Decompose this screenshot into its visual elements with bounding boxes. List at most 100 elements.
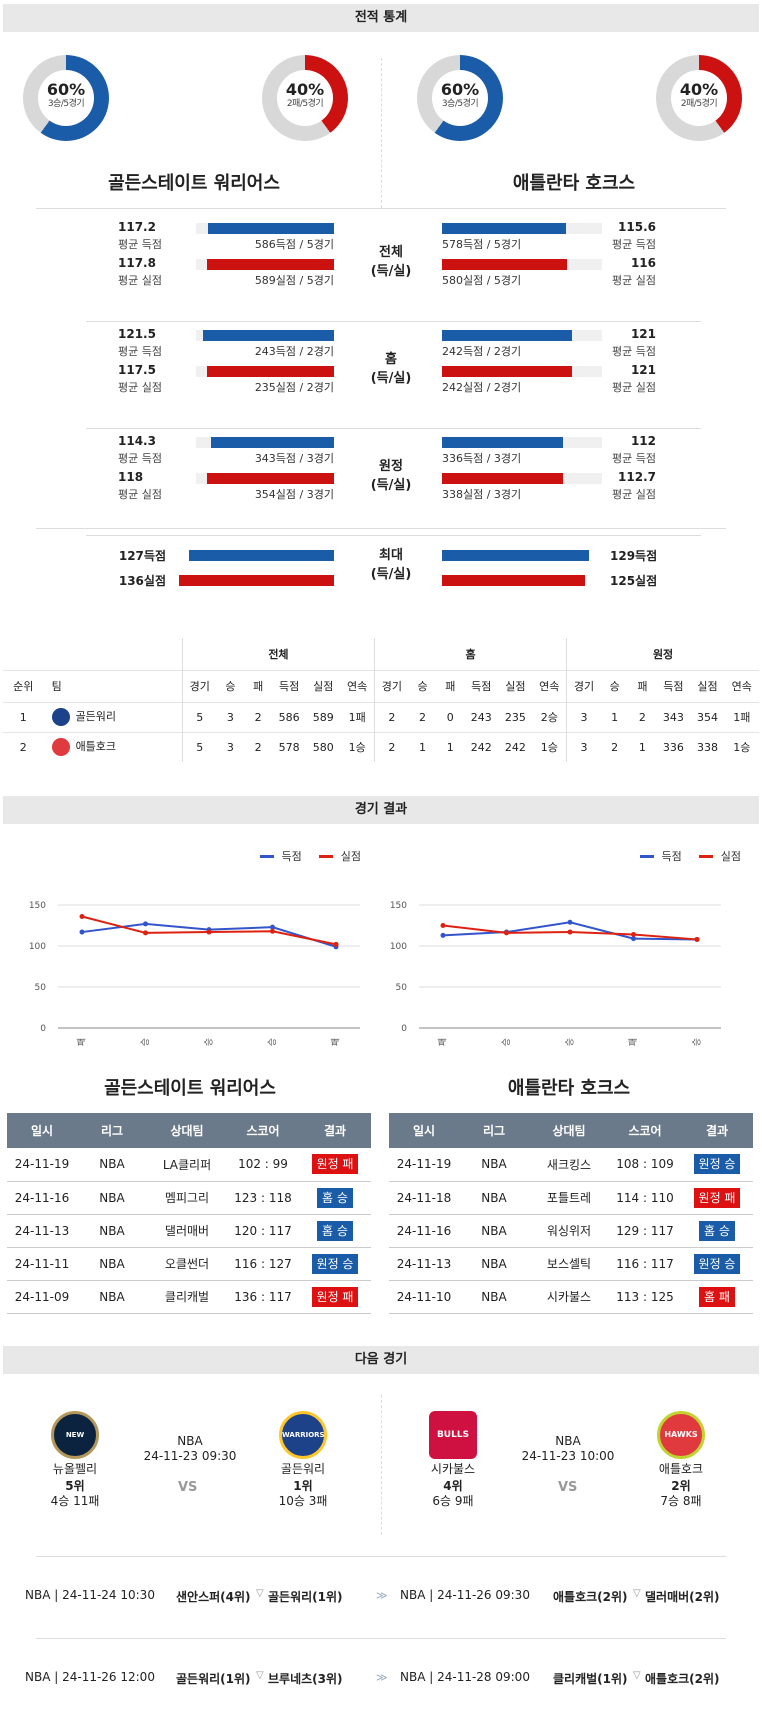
team-name: 골든워리: [280, 1462, 326, 1476]
column-header: 상대팀: [529, 1113, 609, 1148]
group-header: 전체: [182, 638, 376, 670]
cell: 578: [278, 740, 300, 754]
left-stat-value: 117.5: [118, 363, 156, 377]
cell: 338: [697, 740, 719, 754]
x-tick-label: 패: [438, 1038, 449, 1046]
column-header: 결과: [681, 1113, 753, 1148]
right-stat-value: 121: [630, 363, 656, 377]
compare-label: 최대 (득/실): [361, 546, 421, 584]
cell: 포틀트레: [529, 1181, 609, 1215]
column-header: 스코어: [227, 1113, 299, 1148]
cell: 243: [470, 710, 492, 724]
left-stat-text: 343득점 / 3경기: [254, 452, 334, 465]
team-name: 시카불스: [430, 1462, 476, 1476]
donut-sub: 2패/5경기: [286, 99, 324, 109]
result-badge: 원정 승: [693, 1253, 741, 1274]
cell: 보스셀틱: [529, 1247, 609, 1281]
schedule-team2[interactable]: 골든워리(1위): [268, 1590, 343, 1604]
cell: 24-11-16: [7, 1181, 77, 1215]
data-point: [206, 929, 212, 935]
result-badge: 홈 승: [317, 1220, 353, 1241]
double-chevron-icon: ≫: [376, 1671, 388, 1684]
next-section-header: 다음 경기: [3, 1346, 759, 1374]
legend-conceded-swatch: [699, 854, 714, 858]
table-row[interactable]: 24-11-09 NBA 클리캐벌 136 : 117 원정 패: [7, 1280, 371, 1314]
team-cell[interactable]: 골든워리: [43, 702, 183, 732]
schedule-team2[interactable]: 브루네츠(3위): [268, 1672, 343, 1686]
date: 24-11-23 09:30: [143, 1449, 237, 1463]
team-name: 뉴올펠리: [52, 1462, 98, 1476]
legend-conceded-swatch: [319, 854, 334, 858]
vs-shield-icon: ▽: [256, 1588, 264, 1599]
team-cell[interactable]: 애틀호크: [43, 732, 183, 762]
table-row[interactable]: 24-11-19 NBA 새크킹스 108 : 109 원정 승: [389, 1148, 753, 1182]
compare-label: 홈 (득/실): [361, 350, 421, 388]
column-header: 패: [445, 680, 456, 693]
result-cell: 원정 승: [681, 1247, 753, 1281]
right-stat-bar: [442, 366, 572, 377]
donut-sub: 3승/5경기: [441, 99, 479, 109]
data-point: [143, 930, 148, 936]
donut-center: 40% 2패/5경기: [671, 70, 727, 126]
table-row[interactable]: 24-11-16 NBA 멤피그리 123 : 118 홈 승: [7, 1181, 371, 1215]
y-tick-label: 50: [35, 983, 47, 993]
table-row[interactable]: 24-11-10 NBA 시카불스 113 : 125 홈 패: [389, 1280, 753, 1314]
table-row[interactable]: 24-11-13 NBA 보스셀틱 116 : 117 원정 승: [389, 1247, 753, 1281]
y-tick-label: 150: [29, 901, 46, 911]
cell: 24-11-13: [389, 1247, 459, 1281]
result-cell: 홈 승: [681, 1214, 753, 1248]
warriors-logo: WARRIORS: [279, 1411, 327, 1459]
home-recent-games-table: 일시 리그 상대팀 스코어 결과 24-11-19 NBA LA클리퍼 102 : 99 원정 패…: [7, 1113, 371, 1314]
next-divider: [381, 1395, 382, 1535]
schedule-team1[interactable]: 클리캐벌(1위): [553, 1672, 628, 1686]
table-row[interactable]: 24-11-18 NBA 포틀트레 114 : 110 원정 패: [389, 1181, 753, 1215]
vs-shield-icon: ▽: [633, 1588, 641, 1599]
cell: 2: [388, 740, 396, 754]
left-stat-label: 평균 득점: [118, 238, 162, 251]
column-header: 경기: [381, 680, 402, 693]
cell: 1: [419, 740, 427, 754]
schedule-team1[interactable]: 애틀호크(2위): [553, 1590, 628, 1604]
team-logo-icon: [51, 708, 70, 726]
schedule-team1[interactable]: 골든워리(1위): [176, 1672, 251, 1686]
next-right-team1: 시카불스 4위 6승 9패: [408, 1462, 498, 1509]
cell: 113 : 125: [609, 1280, 681, 1314]
away-team-name: 애틀란타 호크스: [512, 173, 636, 194]
column-header: 상대팀: [147, 1113, 227, 1148]
left-stat-value: 117.2: [118, 220, 156, 234]
team-record: 6승 9패: [432, 1494, 474, 1508]
cell: 2: [611, 740, 619, 754]
table-row[interactable]: 24-11-11 NBA 오클썬더 116 : 127 원정 승: [7, 1247, 371, 1281]
cell: 24-11-19: [7, 1148, 77, 1182]
left-stat-bar: [207, 473, 334, 484]
compare-label: 원정 (득/실): [361, 457, 421, 495]
right-stat-bar: [442, 259, 567, 270]
schedule-team2[interactable]: 애틀호크(2위): [645, 1672, 720, 1686]
x-tick-label: 승: [692, 1038, 703, 1046]
cell: 1승: [532, 732, 568, 762]
data-point: [143, 921, 148, 927]
result-cell: 홈 패: [681, 1280, 753, 1314]
left-stat-bar: [207, 259, 334, 270]
y-tick-label: 50: [396, 983, 408, 993]
left-stat-text: 235실점 / 2경기: [254, 381, 334, 394]
schedule-team1[interactable]: 샌안스퍼(4위): [176, 1590, 251, 1604]
cell: NBA: [77, 1280, 147, 1314]
away-recent-games-table: 일시 리그 상대팀 스코어 결과 24-11-19 NBA 새크킹스 108 : 109 원정 승…: [389, 1113, 753, 1314]
table-row[interactable]: 24-11-16 NBA 워싱위저 129 : 117 홈 승: [389, 1214, 753, 1248]
left-stat-value: 117.8: [118, 256, 156, 270]
result-badge: 원정 패: [693, 1187, 741, 1208]
y-tick-label: 0: [401, 1024, 407, 1034]
y-tick-label: 0: [40, 1024, 46, 1034]
table-row[interactable]: 24-11-19 NBA LA클리퍼 102 : 99 원정 패: [7, 1148, 371, 1182]
schedule-team2[interactable]: 댈러매버(2위): [645, 1590, 720, 1604]
team-rank: 5위: [65, 1479, 85, 1493]
right-stat-value: 115.6: [618, 220, 656, 234]
table-row[interactable]: 24-11-13 NBA 댈러매버 120 : 117 홈 승: [7, 1214, 371, 1248]
cell: NBA: [77, 1214, 147, 1248]
x-tick-label: 승: [267, 1038, 278, 1046]
divider: [86, 535, 701, 536]
donut-center: 60% 3승/5경기: [432, 70, 488, 126]
cell: 댈러매버: [147, 1214, 227, 1248]
vs-shield-icon: ▽: [256, 1670, 264, 1681]
